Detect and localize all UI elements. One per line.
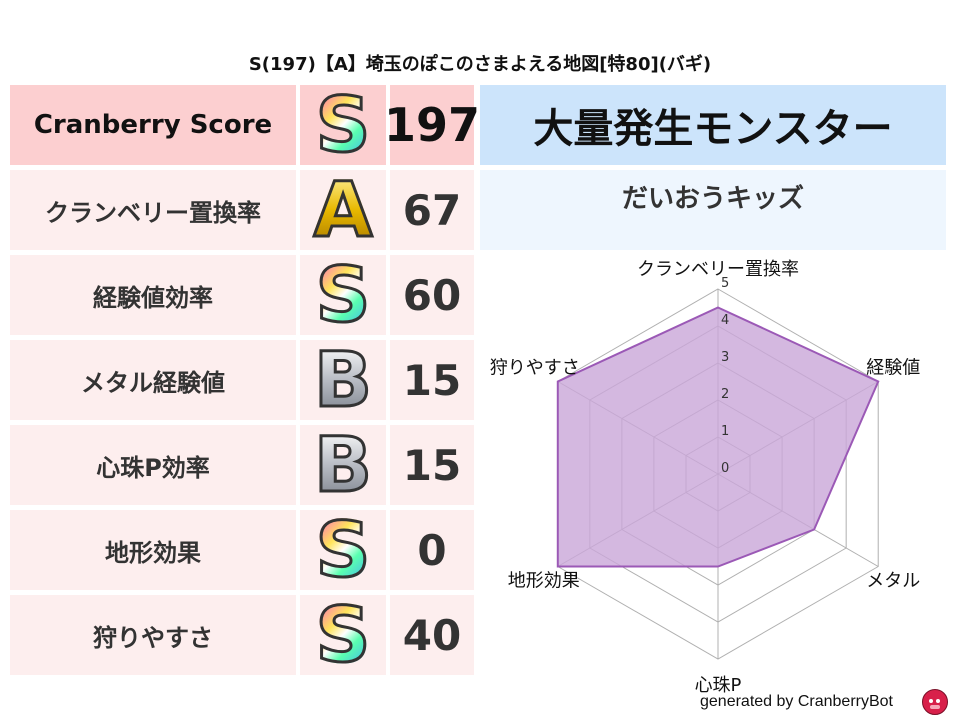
metric-label: 地形効果: [10, 510, 296, 590]
tick-label: 3: [721, 350, 729, 365]
axis-label: 地形効果: [508, 571, 580, 592]
metric-label: 心珠P効率: [10, 425, 296, 505]
cranberry-mascot-icon: [922, 689, 948, 715]
axis-label: クランベリー置換率: [637, 259, 799, 280]
cranberry-score-rank: S: [300, 85, 386, 165]
rank-badge: S: [314, 590, 372, 679]
cranberry-score-label: Cranberry Score: [10, 85, 296, 165]
tick-label: 0: [721, 461, 729, 476]
grid-spoke: [717, 381, 879, 475]
page-title: S(197)【A】埼玉のぽこのさまよえる地図[特80](バギ): [248, 54, 712, 75]
tick-label: 5: [721, 276, 729, 291]
grid-ring: [589, 325, 847, 623]
grid-ring: [653, 399, 783, 549]
rank-badge: S: [314, 250, 372, 339]
tick-label: 4: [721, 313, 729, 328]
rank-badge: B: [313, 335, 374, 424]
metric-rank: A: [300, 170, 386, 250]
metric-label: 経験値効率: [10, 255, 296, 335]
monster-name: だいおうキッズ: [480, 170, 946, 250]
data-series-area: [556, 306, 880, 568]
rank-badge: B: [313, 420, 374, 509]
grid-spoke: [557, 473, 719, 567]
rank-badge: S: [314, 505, 372, 594]
tick-label: 2: [721, 387, 729, 402]
metric-rank: S: [300, 255, 386, 335]
metric-label: メタル経験値: [10, 340, 296, 420]
grid-spoke: [717, 473, 879, 567]
axis-label: メタル: [866, 571, 920, 592]
metric-score: 40: [390, 595, 474, 675]
footer-credit: generated by CranberryBot: [700, 693, 893, 710]
tick-label: 1: [721, 424, 729, 439]
metric-score: 15: [390, 340, 474, 420]
metric-score: 0: [390, 510, 474, 590]
metric-rank: S: [300, 595, 386, 675]
rank-badge: A: [312, 165, 374, 254]
metric-score: 15: [390, 425, 474, 505]
grid-ring: [621, 362, 815, 586]
axis-label: 狩りやすさ: [490, 358, 580, 379]
metric-score: 67: [390, 170, 474, 250]
grid-ring: [685, 436, 751, 512]
metric-label: 狩りやすさ: [10, 595, 296, 675]
axis-label: 経験値: [866, 358, 920, 379]
cranberry-score-value: 197: [384, 85, 480, 165]
rank-badge: S: [314, 80, 372, 169]
metric-label: クランベリー置換率: [10, 170, 296, 250]
metric-rank: B: [300, 340, 386, 420]
grid-spoke: [557, 381, 719, 475]
metric-score: 60: [390, 255, 474, 335]
grid-ring: [557, 288, 879, 660]
monster-heading: 大量発生モンスター: [480, 85, 946, 165]
metric-rank: B: [300, 425, 386, 505]
metric-rank: S: [300, 510, 386, 590]
